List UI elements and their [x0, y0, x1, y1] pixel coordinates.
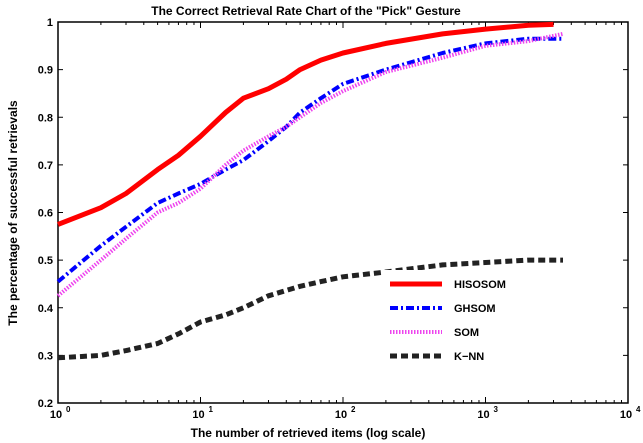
legend-entry-label: HISOSOM [454, 279, 506, 291]
axis-tick-labels: 0.2 0.3 0.4 0.5 0.6 0.7 0.8 0.9 1 10 0 10 1 10 2 10 3 10 4 [38, 17, 641, 421]
x-tick-label: 10 [620, 409, 632, 421]
x-axis-label: The number of retrieved items (log scale… [191, 426, 426, 440]
y-tick-label: 0.7 [38, 160, 53, 172]
series-line-2 [56, 36, 563, 284]
x-tick-exponent: 2 [351, 405, 356, 414]
series-line-3 [56, 31, 564, 298]
y-tick-label: 0.2 [38, 398, 53, 410]
legend-entry-label: K−NN [454, 351, 484, 363]
series-line-1 [57, 21, 554, 227]
x-tick-exponent: 3 [494, 405, 499, 414]
y-tick-label: 1 [47, 17, 53, 29]
y-tick-label: 0.4 [38, 303, 54, 315]
y-tick-label: 0.5 [38, 255, 53, 267]
series-layer [56, 21, 564, 361]
x-tick-exponent: 0 [66, 405, 71, 414]
y-tick-label: 0.6 [38, 208, 53, 220]
legend-entry-label: GHSOM [454, 303, 496, 315]
axis-ticks [57, 21, 629, 404]
legend: HISOSOM GHSOM SOM K−NN [384, 270, 544, 365]
x-tick-label: 10 [335, 409, 347, 421]
y-tick-label: 0.8 [38, 112, 53, 124]
series-line-4 [57, 257, 563, 361]
legend-entry-label: SOM [454, 327, 479, 339]
x-tick-label: 10 [477, 409, 489, 421]
y-tick-label: 0.3 [38, 350, 53, 362]
y-axis-label: The percentage of successful retrievals [6, 100, 20, 326]
x-tick-label: 10 [192, 409, 204, 421]
x-tick-label: 10 [50, 409, 62, 421]
chart-title: The Correct Retrieval Rate Chart of the … [151, 4, 461, 18]
y-tick-label: 0.9 [38, 65, 53, 77]
x-tick-exponent: 1 [209, 405, 214, 414]
x-tick-exponent: 4 [636, 405, 641, 414]
